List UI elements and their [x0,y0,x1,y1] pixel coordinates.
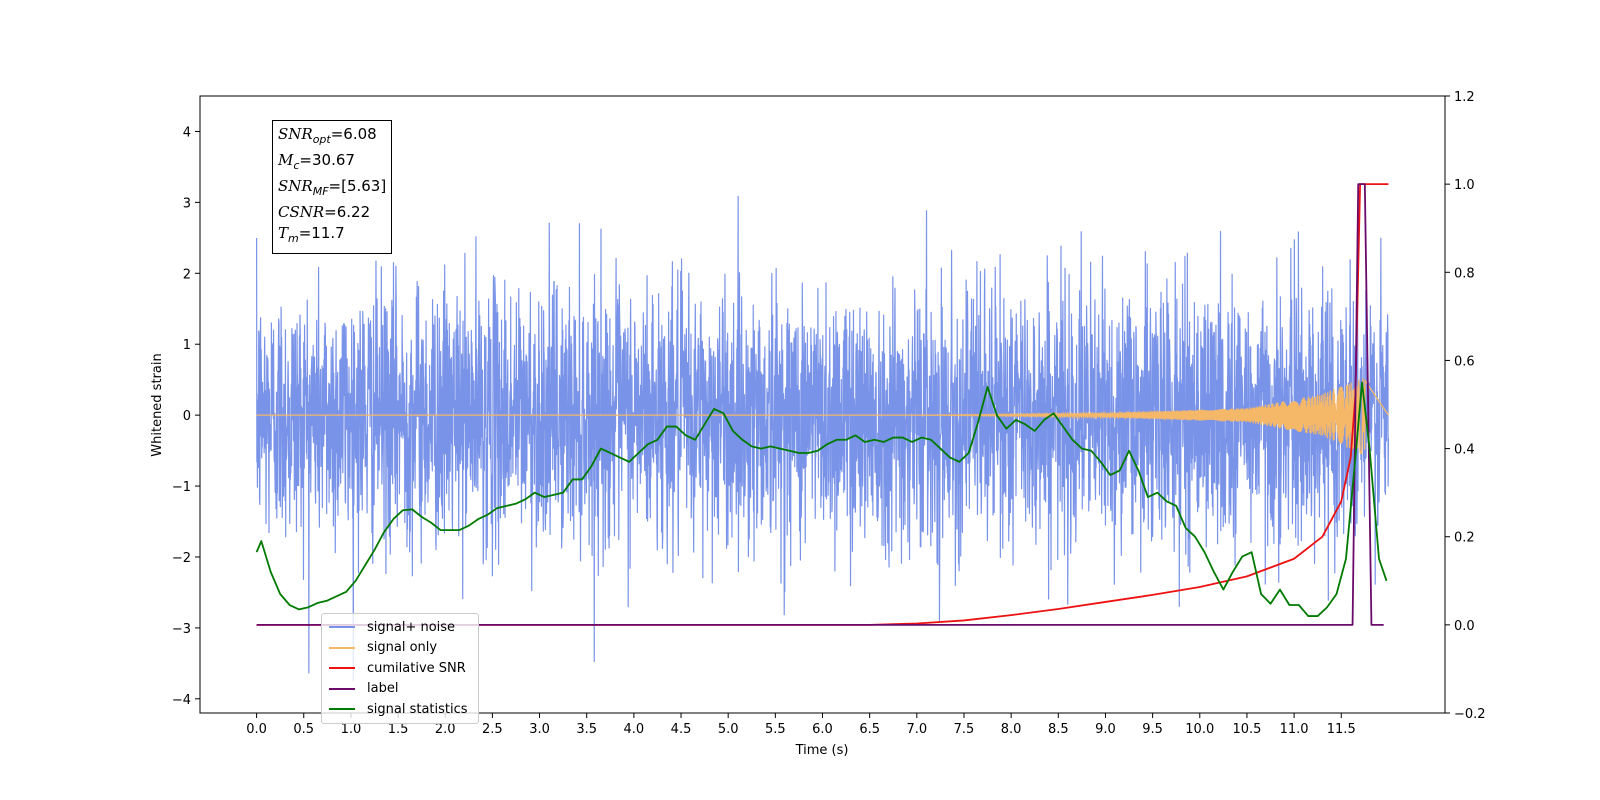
legend-item: signal statistics [322,699,478,720]
stat-subscript: m [288,232,299,245]
stat-value: =6.22 [324,203,371,221]
legend-label: signal only [367,640,438,656]
y2-tick-label: −0.2 [1454,707,1486,722]
x-axis-label: Time (s) [795,743,849,758]
x-tick-label: 10.5 [1232,722,1261,737]
x-tick-label: 8.5 [1048,722,1069,737]
legend-label: signal+ noise [367,619,456,635]
stat-line: SNRMF=[5.63] [278,176,386,202]
legend-label: cumilative SNR [367,660,466,676]
stat-name: CSNR [278,203,325,221]
stat-name: T [278,224,289,242]
stat-subscript: opt [312,133,331,146]
stat-value: =[5.63] [328,177,387,195]
legend-label: label [367,681,399,697]
legend-swatch [329,646,355,649]
y-tick-label: 0 [183,409,191,424]
y-axis-right: −0.2 0.0 0.2 0.4 0.6 0.8 1.0 1.2 [1445,90,1486,722]
legend-swatch [329,687,355,690]
x-axis: 0.0 0.5 1.0 1.5 2.0 2.5 3.0 3.5 4.0 4.5 5.0 5.5 6.0 6… [246,713,1356,737]
x-tick-label: 1.0 [341,722,362,737]
y2-tick-label: 0.2 [1454,531,1475,546]
legend-item: cumilative SNR [322,658,478,679]
x-tick-label: 11.5 [1327,722,1356,737]
stat-line: SNRopt=6.08 [278,124,386,150]
x-tick-label: 2.5 [482,722,503,737]
legend-swatch [329,667,355,670]
x-tick-label: 8.0 [1001,722,1022,737]
y-axis-label: Whitened strain [150,353,165,456]
x-tick-label: 5.5 [765,722,786,737]
y2-tick-label: 1.0 [1454,178,1475,193]
stat-name: SNR [278,177,313,195]
series-signal-only [256,378,1389,455]
y-tick-label: −3 [172,622,191,637]
x-tick-label: 9.5 [1142,722,1163,737]
x-tick-label: 7.0 [906,722,927,737]
y-tick-label: −1 [172,480,191,495]
x-tick-label: 6.5 [859,722,880,737]
legend-item: label [322,679,478,700]
x-tick-label: 6.0 [812,722,833,737]
y2-tick-label: 0.6 [1454,354,1475,369]
stat-name: SNR [278,125,313,143]
x-tick-label: 3.0 [529,722,550,737]
y-tick-label: 2 [183,267,191,282]
stats-box: SNRopt=6.08 Mc=30.67 SNRMF=[5.63] CSNR=6.22… [272,120,393,254]
y2-tick-label: 0.4 [1454,443,1475,458]
y2-tick-label: 0.0 [1454,619,1475,634]
series-signal-statistics [255,381,1388,617]
y-tick-label: 3 [183,196,191,211]
x-tick-label: 0.5 [293,722,314,737]
y-tick-label: −4 [172,693,191,708]
x-tick-label: 10.0 [1185,722,1214,737]
series-label [256,183,1384,626]
stat-line: Mc=30.67 [278,150,386,176]
legend-label: signal statistics [367,701,468,717]
stat-name: M [278,151,294,169]
x-tick-label: 2.0 [435,722,456,737]
x-tick-label: 3.5 [576,722,597,737]
y2-tick-label: 0.8 [1454,266,1475,281]
stat-line: Tm=11.7 [278,223,386,249]
y-axis-left: −4 −3 −2 −1 0 1 2 3 4 [172,125,200,708]
stat-subscript: c [293,159,300,172]
legend-swatch [329,708,355,711]
stat-value: =6.08 [330,125,377,143]
legend: signal+ noise signal only cumilative SNR la… [321,613,479,724]
series-layer [255,183,1390,682]
y-tick-label: 1 [183,338,191,353]
x-tick-label: 4.0 [624,722,645,737]
legend-item: signal only [322,638,478,659]
legend-swatch [329,626,355,629]
x-tick-label: 4.5 [671,722,692,737]
stat-value: =11.7 [298,224,345,242]
x-tick-label: 7.5 [954,722,975,737]
stat-value: =30.67 [299,151,355,169]
x-tick-label: 11.0 [1280,722,1309,737]
y2-tick-label: 1.2 [1454,90,1475,105]
y-tick-label: 4 [183,125,191,140]
stat-line: CSNR=6.22 [278,202,386,223]
y-tick-label: −2 [172,551,191,566]
x-tick-label: 1.5 [388,722,409,737]
legend-item: signal+ noise [322,617,478,638]
x-tick-label: 5.0 [718,722,739,737]
x-tick-label: 0.0 [246,722,267,737]
stat-subscript: MF [312,185,329,198]
x-tick-label: 9.0 [1095,722,1116,737]
